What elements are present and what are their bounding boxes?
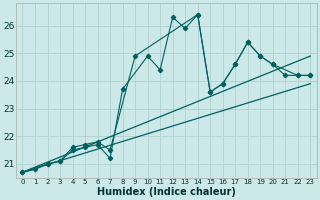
X-axis label: Humidex (Indice chaleur): Humidex (Indice chaleur) (97, 187, 236, 197)
